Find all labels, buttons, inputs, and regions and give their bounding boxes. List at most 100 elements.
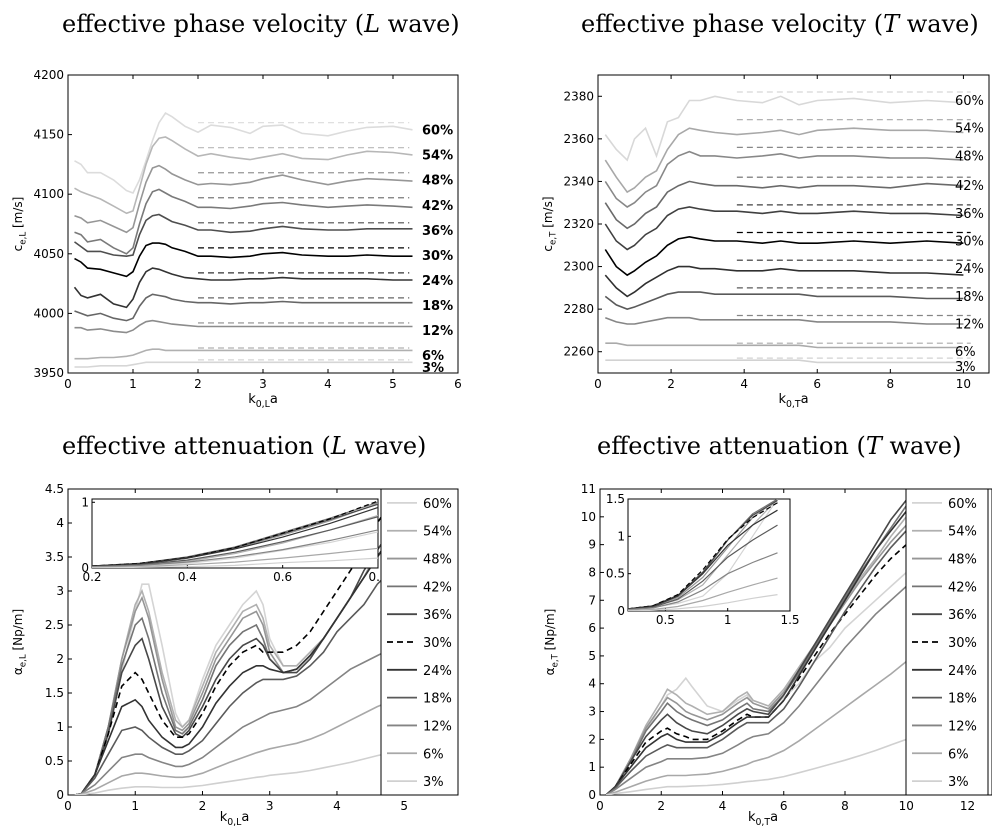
latt-inset-xtick-label: 0.4 bbox=[178, 570, 197, 584]
tphase-series-line bbox=[604, 206, 964, 251]
tphase-series-label: 18% bbox=[955, 290, 984, 305]
latt-ytick-label: 0.5 bbox=[45, 754, 64, 768]
tatt-series-line bbox=[605, 499, 906, 795]
tphase-chart: 0 2 4 6 8 10 2260 2280 2300 2320 2340 2360 2380 60% 54… bbox=[541, 74, 990, 410]
tphase-series-line bbox=[605, 342, 964, 349]
lphase-xtick-label: 4 bbox=[324, 377, 332, 391]
latt-inset-xtick-label: 0.2 bbox=[82, 570, 101, 584]
tphase-ylabel: ce,T [m/s] bbox=[541, 196, 559, 251]
latt-inset-line bbox=[92, 529, 378, 568]
lphase-xtick-label: 6 bbox=[454, 377, 462, 391]
tphase-series-label: 24% bbox=[955, 262, 984, 277]
latt-legend-label: 54% bbox=[423, 525, 452, 540]
lphase-ytick-label: 4200 bbox=[33, 68, 64, 82]
tphase-xtick-label: 6 bbox=[813, 377, 821, 391]
tatt-inset-xtick-label: 1.5 bbox=[780, 613, 799, 627]
lphase-xtick-label: 1 bbox=[129, 377, 137, 391]
tphase-series-line bbox=[604, 291, 964, 310]
lphase-ytick-label: 4050 bbox=[33, 247, 64, 261]
tatt-inset-area bbox=[627, 498, 791, 612]
latt-legend-label: 36% bbox=[423, 608, 452, 623]
latt-series-line bbox=[74, 579, 381, 795]
tatt-legend-label: 48% bbox=[948, 553, 977, 568]
lphase-series-line bbox=[74, 112, 413, 194]
tatt-xtick-label: 10 bbox=[899, 799, 914, 813]
latt-series-line bbox=[74, 704, 381, 795]
lphase-ytick-label: 4150 bbox=[33, 128, 64, 142]
tphase-series-label: 36% bbox=[955, 207, 984, 222]
tatt-ytick-label: 5 bbox=[588, 649, 596, 663]
latt-xtick-label: 1 bbox=[131, 799, 139, 813]
tatt-legend-label: 24% bbox=[948, 664, 977, 679]
tatt-ytick-label: 2 bbox=[588, 732, 596, 746]
latt-xtick-label: 2 bbox=[199, 799, 207, 813]
tatt-ytick-label: 6 bbox=[588, 621, 596, 635]
tatt-series-line bbox=[605, 660, 906, 795]
tphase-ytick-label: 2300 bbox=[563, 260, 594, 274]
tatt-inset-line bbox=[628, 502, 778, 610]
latt-legend-label: 30% bbox=[423, 636, 452, 651]
lphase-series-line bbox=[74, 164, 413, 234]
lphase-series-label: 48% bbox=[422, 174, 453, 189]
tatt-inset-line bbox=[628, 577, 778, 611]
tphase-series-line bbox=[604, 95, 964, 162]
tatt-ylabel: αe,T [Np/m] bbox=[543, 609, 561, 676]
tphase-ytick-label: 2360 bbox=[563, 132, 594, 146]
tatt-inset-ytick-label: 1.5 bbox=[606, 492, 625, 506]
latt-ytick-label: 1.5 bbox=[45, 686, 64, 700]
tphase-series-label: 30% bbox=[955, 235, 984, 250]
latt-ytick-label: 3 bbox=[56, 584, 64, 598]
tphase-series-line bbox=[605, 316, 964, 325]
tatt-series-line bbox=[605, 738, 906, 795]
latt-legend-label: 12% bbox=[423, 719, 452, 734]
tatt-xtick-label: 0 bbox=[596, 799, 604, 813]
tatt-ytick-label: 4 bbox=[588, 677, 596, 691]
tatt-inset-line bbox=[628, 524, 778, 611]
tatt-series-line bbox=[605, 505, 906, 795]
tatt-xtick-label: 2 bbox=[657, 799, 665, 813]
latt-legend-label: 3% bbox=[423, 775, 444, 790]
tatt-inset-ytick-label: 0 bbox=[617, 604, 625, 618]
tphase-ytick-label: 2340 bbox=[563, 174, 594, 188]
tphase-series-line bbox=[604, 235, 964, 277]
latt-legend-label: 42% bbox=[423, 580, 452, 595]
tatt-legend-label: 60% bbox=[948, 497, 977, 512]
tatt-legend-label: 12% bbox=[948, 719, 977, 734]
latt-ytick-label: 1 bbox=[56, 720, 64, 734]
tatt-legend-label: 42% bbox=[948, 580, 977, 595]
lphase-series-line bbox=[74, 213, 413, 258]
latt-ytick-label: 2.5 bbox=[45, 618, 64, 632]
latt-legend-label: 18% bbox=[423, 692, 452, 707]
lphase-ytick-label: 3950 bbox=[33, 366, 64, 380]
tphase-series-line bbox=[604, 150, 964, 208]
latt-xlabel: k0,La bbox=[220, 810, 250, 828]
tatt-inset-xtick-label: 0.5 bbox=[656, 613, 675, 627]
lphase-series-label: 54% bbox=[422, 149, 453, 164]
tatt-title: effective attenuation (T wave) bbox=[597, 432, 962, 460]
latt-series-line bbox=[74, 652, 381, 795]
tatt-inset-xtick-label: 1 bbox=[724, 613, 732, 627]
tphase-xtick-label: 4 bbox=[740, 377, 748, 391]
lphase-chart: 0 1 2 3 4 5 6 3950 4000 4050 4100 4150 4200 60% 54% 48%… bbox=[11, 68, 462, 410]
latt-xtick-label: 5 bbox=[400, 799, 408, 813]
latt-chart: 0 1 2 3 4 500.511.522.533.544.50.2 0.4 0.6 0.801… bbox=[11, 482, 459, 828]
lphase-series-line bbox=[74, 188, 413, 255]
latt-inset-xtick-label: 0.6 bbox=[273, 570, 292, 584]
lphase-series-line bbox=[73, 267, 413, 309]
tphase-xtick-label: 0 bbox=[594, 377, 602, 391]
latt-legend-label: 48% bbox=[423, 553, 452, 568]
lphase-xtick-label: 2 bbox=[194, 377, 202, 391]
latt-inset-line bbox=[92, 516, 378, 568]
tatt-legend-label: 18% bbox=[948, 692, 977, 707]
lphase-xtick-label: 3 bbox=[259, 377, 267, 391]
lphase-series-line bbox=[74, 361, 413, 368]
tatt-ytick-label: 9 bbox=[588, 538, 596, 552]
tphase-series-label: 42% bbox=[955, 179, 984, 194]
lphase-xtick-label: 0 bbox=[64, 377, 72, 391]
tphase-series-label: 48% bbox=[955, 149, 984, 164]
tatt-inset-ytick-label: 0.5 bbox=[606, 567, 625, 581]
tatt-legend bbox=[905, 488, 989, 796]
lphase-ylabel: ce,L [m/s] bbox=[11, 197, 29, 252]
lphase-series-label: 3% bbox=[422, 361, 444, 376]
lphase-plot-area bbox=[67, 74, 459, 374]
